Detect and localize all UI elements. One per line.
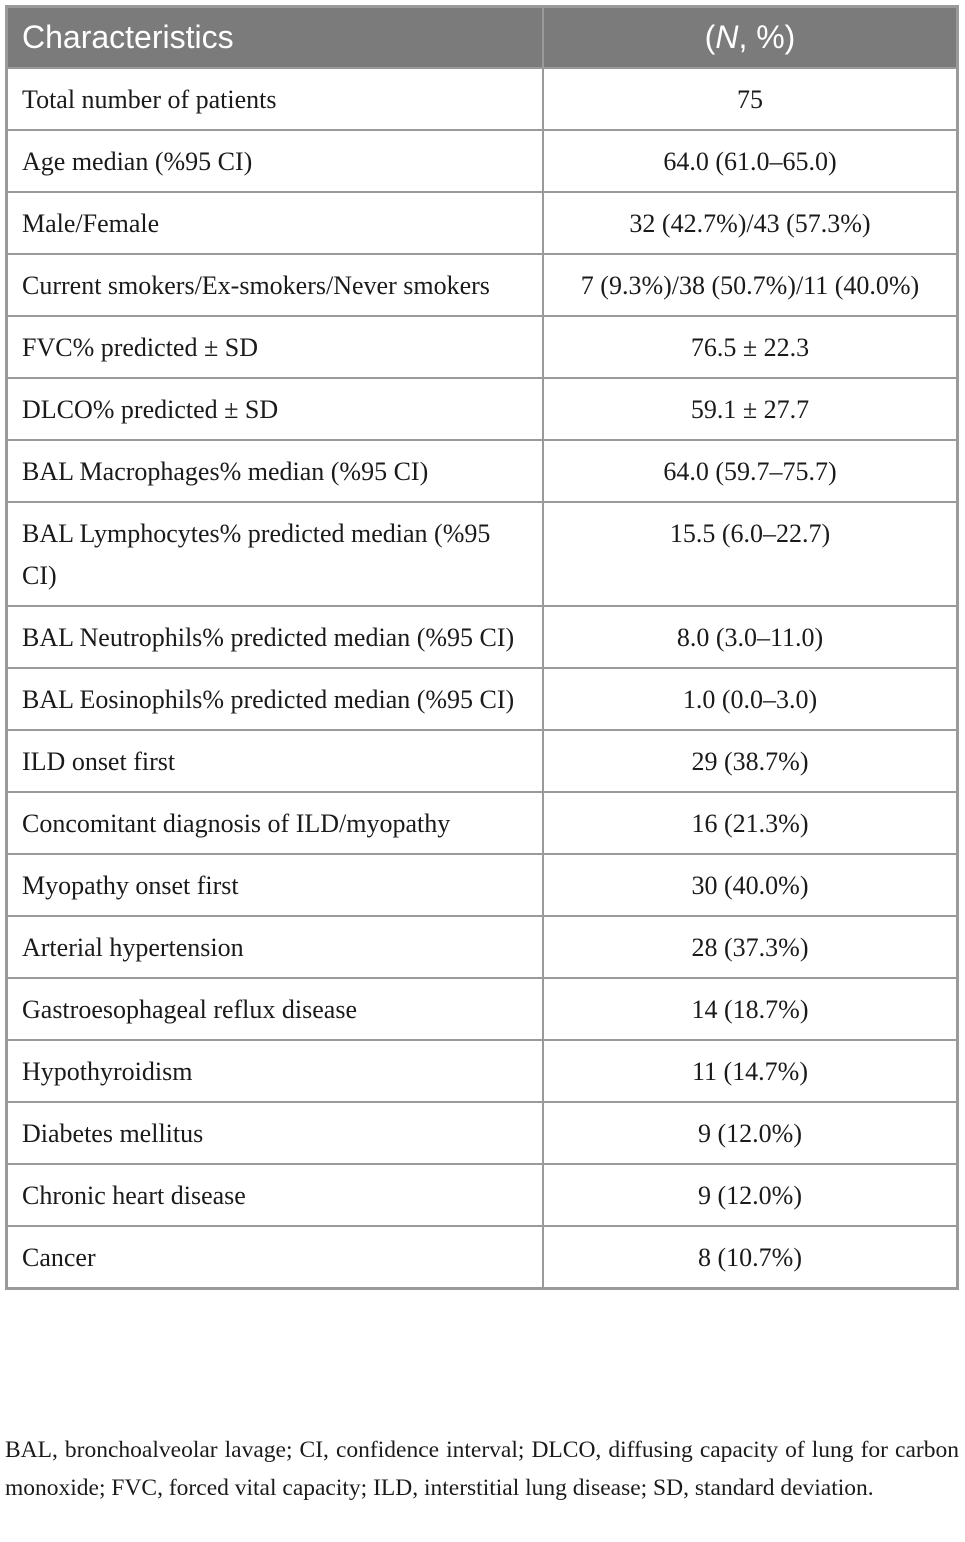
row-label: BAL Neutrophils% predicted median (%95 C… bbox=[5, 605, 544, 669]
table-row: Current smokers/Ex-smokers/Never smokers… bbox=[5, 253, 959, 317]
table-row: BAL Lymphocytes% predicted median (%95 C… bbox=[5, 501, 959, 607]
table-row: Hypothyroidism 11 (14.7%) bbox=[5, 1039, 959, 1103]
column-header-characteristics: Characteristics bbox=[5, 5, 544, 69]
column-header-n-percent: (N, %) bbox=[542, 5, 959, 69]
row-value: 32 (42.7%)/43 (57.3%) bbox=[542, 191, 959, 255]
row-label: BAL Eosinophils% predicted median (%95 C… bbox=[5, 667, 544, 731]
characteristics-table: Characteristics (N, %) Total number of p… bbox=[5, 5, 959, 1290]
row-label: DLCO% predicted ± SD bbox=[5, 377, 544, 441]
row-value: 11 (14.7%) bbox=[542, 1039, 959, 1103]
row-label: Arterial hypertension bbox=[5, 915, 544, 979]
row-value: 1.0 (0.0–3.0) bbox=[542, 667, 959, 731]
row-value: 15.5 (6.0–22.7) bbox=[542, 501, 959, 607]
row-value: 64.0 (61.0–65.0) bbox=[542, 129, 959, 193]
row-value: 7 (9.3%)/38 (50.7%)/11 (40.0%) bbox=[542, 253, 959, 317]
row-label: Myopathy onset first bbox=[5, 853, 544, 917]
table-row: BAL Neutrophils% predicted median (%95 C… bbox=[5, 605, 959, 669]
table-row: FVC% predicted ± SD 76.5 ± 22.3 bbox=[5, 315, 959, 379]
table-row: Age median (%95 CI) 64.0 (61.0–65.0) bbox=[5, 129, 959, 193]
table-row: BAL Eosinophils% predicted median (%95 C… bbox=[5, 667, 959, 731]
column-header-suffix: , %) bbox=[738, 19, 796, 55]
row-label: Hypothyroidism bbox=[5, 1039, 544, 1103]
table-row: Male/Female 32 (42.7%)/43 (57.3%) bbox=[5, 191, 959, 255]
row-value: 28 (37.3%) bbox=[542, 915, 959, 979]
row-label: Gastroesophageal reflux disease bbox=[5, 977, 544, 1041]
row-value: 59.1 ± 27.7 bbox=[542, 377, 959, 441]
row-value: 14 (18.7%) bbox=[542, 977, 959, 1041]
table-header-row: Characteristics (N, %) bbox=[5, 5, 959, 69]
row-label: ILD onset first bbox=[5, 729, 544, 793]
table-row: Diabetes mellitus 9 (12.0%) bbox=[5, 1101, 959, 1165]
row-label: Chronic heart disease bbox=[5, 1163, 544, 1227]
table-row: Myopathy onset first 30 (40.0%) bbox=[5, 853, 959, 917]
table-row: ILD onset first 29 (38.7%) bbox=[5, 729, 959, 793]
table-row: Arterial hypertension 28 (37.3%) bbox=[5, 915, 959, 979]
row-value: 8.0 (3.0–11.0) bbox=[542, 605, 959, 669]
table-footnote: BAL, bronchoalveolar lavage; CI, confide… bbox=[5, 1437, 959, 1501]
row-label: Current smokers/Ex-smokers/Never smokers bbox=[5, 253, 544, 317]
row-value: 16 (21.3%) bbox=[542, 791, 959, 855]
row-value: 29 (38.7%) bbox=[542, 729, 959, 793]
table-row: Total number of patients 75 bbox=[5, 67, 959, 131]
column-header-prefix: ( bbox=[704, 19, 716, 55]
row-label: BAL Lymphocytes% predicted median (%95 C… bbox=[5, 501, 544, 607]
row-label: Male/Female bbox=[5, 191, 544, 255]
row-value: 64.0 (59.7–75.7) bbox=[542, 439, 959, 503]
row-label: Total number of patients bbox=[5, 67, 544, 131]
table-row: Gastroesophageal reflux disease 14 (18.7… bbox=[5, 977, 959, 1041]
row-value: 30 (40.0%) bbox=[542, 853, 959, 917]
row-value: 75 bbox=[542, 67, 959, 131]
row-value: 9 (12.0%) bbox=[542, 1163, 959, 1227]
row-value: 9 (12.0%) bbox=[542, 1101, 959, 1165]
row-label: Cancer bbox=[5, 1225, 544, 1290]
table-row: DLCO% predicted ± SD 59.1 ± 27.7 bbox=[5, 377, 959, 441]
row-label: Diabetes mellitus bbox=[5, 1101, 544, 1165]
row-value: 76.5 ± 22.3 bbox=[542, 315, 959, 379]
row-label: BAL Macrophages% median (%95 CI) bbox=[5, 439, 544, 503]
row-label: Concomitant diagnosis of ILD/myopathy bbox=[5, 791, 544, 855]
table-row: Chronic heart disease 9 (12.0%) bbox=[5, 1163, 959, 1227]
column-header-n: N bbox=[715, 19, 739, 55]
row-value: 8 (10.7%) bbox=[542, 1225, 959, 1290]
table-row: Cancer 8 (10.7%) bbox=[5, 1225, 959, 1290]
table-row: BAL Macrophages% median (%95 CI) 64.0 (5… bbox=[5, 439, 959, 503]
row-label: Age median (%95 CI) bbox=[5, 129, 544, 193]
table-row: Concomitant diagnosis of ILD/myopathy 16… bbox=[5, 791, 959, 855]
row-label: FVC% predicted ± SD bbox=[5, 315, 544, 379]
